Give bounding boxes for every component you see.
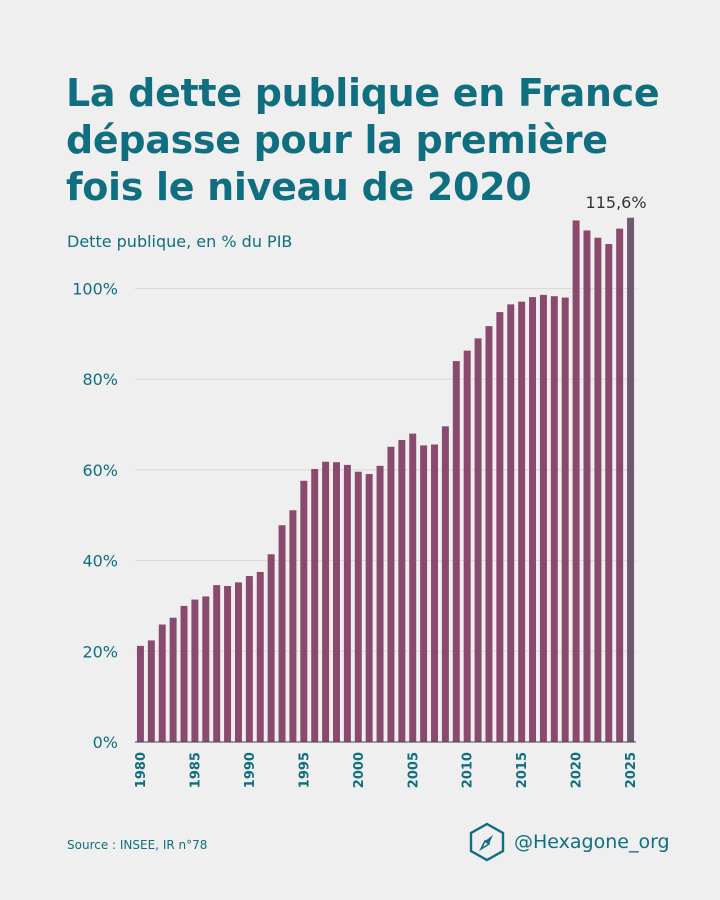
x-tick-label: 2000	[352, 752, 367, 788]
bar	[539, 294, 547, 742]
bar	[518, 301, 526, 742]
title-line-3: fois le niveau de 2020	[66, 165, 532, 209]
bar	[485, 326, 493, 742]
bar	[496, 312, 504, 742]
bar	[409, 433, 417, 742]
y-tick-label: 80%	[82, 370, 118, 389]
y-tick-label: 0%	[93, 733, 118, 752]
bar	[572, 220, 580, 743]
bar	[398, 439, 406, 742]
x-tick-label: 2025	[624, 752, 639, 788]
bar	[420, 445, 428, 742]
bar	[354, 471, 362, 742]
brand: @Hexagone_org	[468, 822, 670, 862]
source-note: Source : INSEE, IR n°78	[67, 838, 208, 852]
y-tick-label: 40%	[82, 552, 118, 571]
x-tick-label: 1980	[134, 752, 149, 788]
y-axis-label: Dette publique, en % du PIB	[67, 232, 293, 251]
bar	[300, 480, 308, 742]
x-tick-label: 2005	[406, 752, 421, 788]
bar	[191, 599, 199, 742]
title-line-2: dépasse pour la première	[66, 118, 608, 162]
title-line-1: La dette publique en France	[66, 71, 660, 115]
x-tick-label: 1995	[297, 752, 312, 788]
bar	[605, 244, 613, 742]
y-tick-label: 100%	[72, 280, 118, 299]
bar	[311, 468, 319, 742]
x-tick-label: 1990	[243, 752, 258, 788]
bar	[169, 617, 177, 742]
bar	[452, 361, 460, 742]
x-tick-label: 1985	[188, 752, 203, 788]
x-tick-label: 2015	[515, 752, 530, 788]
y-tick-label: 60%	[82, 461, 118, 480]
bar	[561, 297, 569, 742]
bar	[322, 461, 330, 742]
bar	[147, 640, 155, 742]
bar	[431, 444, 438, 742]
bar	[267, 554, 275, 742]
bar	[463, 350, 471, 742]
bar	[365, 473, 373, 742]
x-tick-label: 2020	[570, 752, 585, 788]
bar	[627, 217, 635, 742]
bar	[245, 576, 253, 742]
brand-handle: @Hexagone_org	[514, 831, 670, 853]
bar	[594, 237, 602, 742]
bar	[333, 462, 340, 742]
hexagon-compass-icon	[469, 822, 505, 862]
bar	[289, 510, 297, 742]
x-tick-label: 2010	[461, 752, 476, 788]
bar	[202, 596, 210, 742]
bar	[213, 585, 221, 742]
y-tick-label: 20%	[82, 642, 118, 661]
bar	[441, 426, 449, 742]
bar	[507, 304, 515, 742]
chart-title: La dette publique en France dépasse pour…	[66, 70, 666, 211]
bar	[224, 586, 232, 742]
bar	[550, 296, 558, 742]
bar	[387, 446, 395, 742]
bar	[234, 582, 242, 742]
bar	[529, 297, 537, 742]
value-annotation: 115,6%	[586, 193, 647, 212]
bar	[583, 230, 591, 742]
bar	[136, 645, 144, 742]
bar	[376, 465, 384, 742]
bar	[474, 338, 482, 742]
bar	[278, 525, 286, 742]
bar	[616, 228, 624, 742]
bar	[180, 605, 188, 742]
bar	[343, 464, 351, 742]
bar	[256, 571, 264, 742]
bar	[158, 624, 166, 742]
